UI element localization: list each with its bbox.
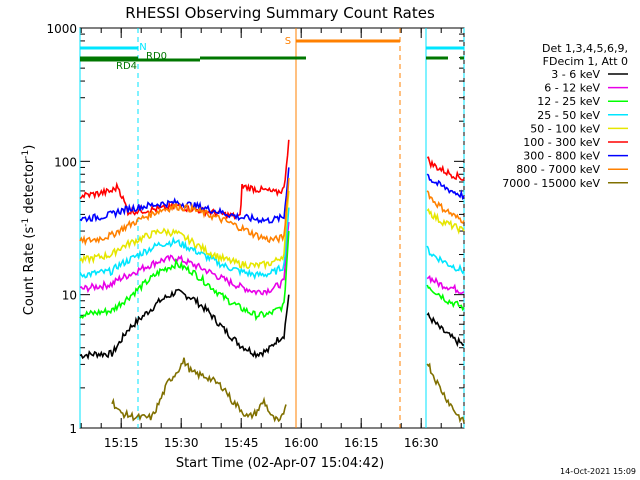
plot-area: 1 10 100 1000 15:15 15:30 15:45 16:00 16:15 16:30… [46, 22, 465, 450]
x-tick-label: 16:30 [404, 436, 439, 450]
series-line [79, 190, 290, 271]
legend-label: 6 - 12 keV [544, 82, 600, 95]
x-tick-label: 15:45 [224, 436, 259, 450]
flag-label-n: N [139, 42, 146, 53]
flag-label-rd4: RD4 [116, 61, 137, 72]
series-line [427, 156, 465, 181]
legend-label: 300 - 800 keV [523, 150, 600, 163]
flag-label-rd0: RD0 [146, 51, 167, 62]
legend-label: 100 - 300 keV [523, 136, 600, 149]
legend-label: 50 - 100 keV [530, 122, 600, 135]
x-tick-label: 15:15 [104, 436, 139, 450]
legend-label: 12 - 25 keV [537, 95, 600, 108]
y-tick-label: 10 [62, 289, 77, 303]
y-tick-label: 100 [54, 155, 77, 169]
series-line [426, 245, 465, 275]
legend-header: FDecim 1, Att 0 [543, 55, 628, 68]
timestamp-footer: 14-Oct-2021 15:09 [560, 467, 636, 476]
series-line [79, 288, 290, 361]
series-line [79, 207, 290, 281]
legend-label: 800 - 7000 keV [516, 163, 600, 176]
series-line [111, 357, 287, 423]
series-line [79, 177, 290, 247]
series-line [426, 207, 465, 235]
flag-label-s: S [285, 36, 291, 47]
legend-header: Det 1,3,4,5,6,9, [542, 42, 628, 55]
legend: Det 1,3,4,5,6,9,FDecim 1, Att 03 - 6 keV… [502, 42, 628, 190]
y-tick-label: 1 [69, 422, 77, 436]
x-tick-label: 16:00 [284, 436, 319, 450]
legend-label: 3 - 6 keV [551, 68, 600, 81]
legend-label: 25 - 50 keV [537, 109, 600, 122]
x-axis-label: Start Time (02-Apr-07 15:04:42) [176, 456, 384, 471]
x-tick-label: 16:15 [344, 436, 379, 450]
chart-title: RHESSI Observing Summary Count Rates [125, 4, 435, 22]
series-line [79, 222, 290, 297]
y-axis-label: Count Rate (s-1 detector-1) [21, 145, 37, 316]
series-line [426, 190, 465, 224]
y-tick-label: 1000 [46, 22, 77, 36]
svg-text:Count Rate (s-1 detector-1): Count Rate (s-1 detector-1) [21, 145, 37, 316]
series-line [79, 167, 290, 224]
series-line [426, 274, 465, 295]
series-line [426, 311, 465, 348]
series-line [79, 231, 290, 322]
series-line [426, 173, 465, 201]
x-tick-label: 15:30 [164, 436, 199, 450]
legend-label: 7000 - 15000 keV [502, 177, 600, 190]
series-line [426, 362, 465, 424]
series-line [426, 284, 465, 312]
